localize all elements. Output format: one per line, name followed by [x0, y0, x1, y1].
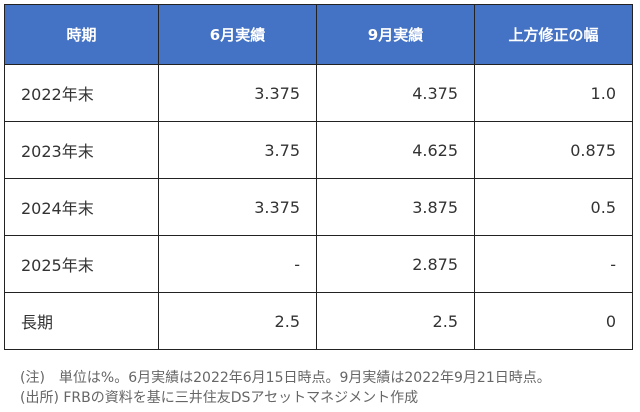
cell-revision: 0	[474, 292, 633, 350]
projection-table: 時期 6月実績 9月実績 上方修正の幅 2022年末 3.375 4.375 1…	[4, 4, 633, 350]
cell-june: -	[158, 235, 317, 293]
cell-june: 3.75	[158, 121, 317, 179]
header-september: 9月実績	[316, 4, 475, 65]
cell-revision: 1.0	[474, 64, 633, 122]
table-row: 2024年末 3.375 3.875 0.5	[4, 178, 633, 236]
header-row: 時期 6月実績 9月実績 上方修正の幅	[4, 4, 633, 65]
header-period: 時期	[4, 4, 159, 65]
cell-june: 2.5	[158, 292, 317, 350]
cell-revision: 0.875	[474, 121, 633, 179]
cell-september: 2.875	[316, 235, 475, 293]
cell-september: 4.375	[316, 64, 475, 122]
row-label: 2023年末	[4, 121, 159, 179]
header-june: 6月実績	[158, 4, 317, 65]
note-source: (出所) FRBの資料を基に三井住友DSアセットマネジメント作成	[20, 390, 419, 406]
cell-september: 3.875	[316, 178, 475, 236]
cell-september: 2.5	[316, 292, 475, 350]
row-label: 2024年末	[4, 178, 159, 236]
note-units: (注) 単位は%。6月実績は2022年6月15日時点。9月実績は2022年9月2…	[20, 370, 551, 386]
header-revision: 上方修正の幅	[474, 4, 633, 65]
row-label: 長期	[4, 292, 159, 350]
cell-june: 3.375	[158, 64, 317, 122]
cell-june: 3.375	[158, 178, 317, 236]
cell-september: 4.625	[316, 121, 475, 179]
table-row: 2025年末 - 2.875 -	[4, 235, 633, 293]
cell-revision: 0.5	[474, 178, 633, 236]
cell-revision: -	[474, 235, 633, 293]
table-row: 2022年末 3.375 4.375 1.0	[4, 64, 633, 122]
row-label: 2022年末	[4, 64, 159, 122]
table-row: 2023年末 3.75 4.625 0.875	[4, 121, 633, 179]
table-row: 長期 2.5 2.5 0	[4, 292, 633, 350]
row-label: 2025年末	[4, 235, 159, 293]
footnotes: (注) 単位は%。6月実績は2022年6月15日時点。9月実績は2022年9月2…	[20, 368, 551, 408]
